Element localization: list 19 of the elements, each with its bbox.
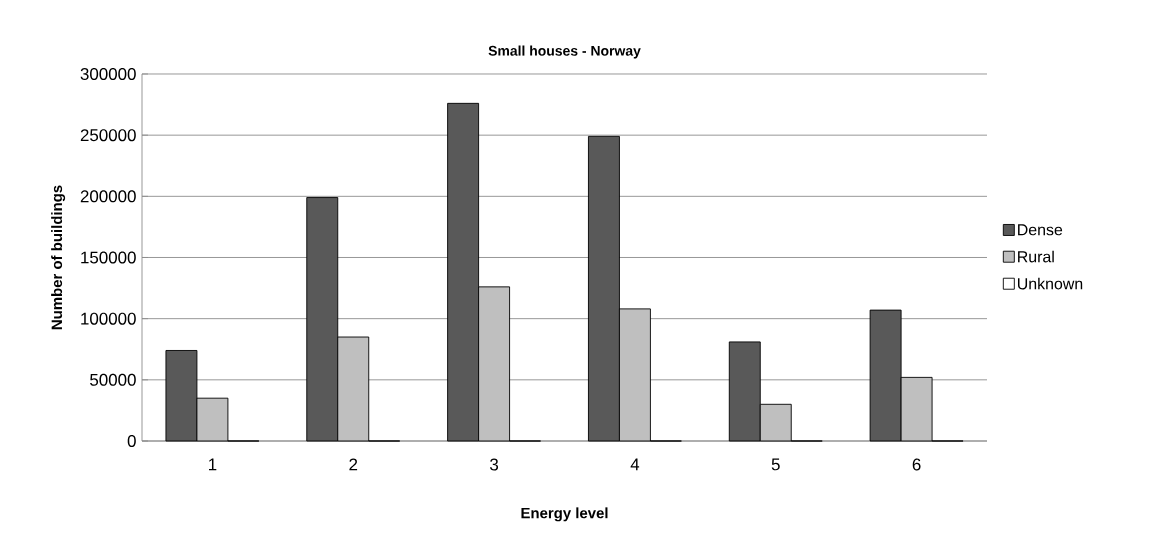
y-tick-label: 200000 — [80, 190, 136, 203]
x-tick-label: 6 — [912, 458, 921, 471]
y-tick-label: 250000 — [80, 129, 136, 142]
legend-label: Rural — [1018, 250, 1054, 263]
x-axis-title: Energy level — [521, 507, 608, 522]
y-tick-label: 0 — [127, 435, 136, 447]
legend-label: Unknown — [1017, 277, 1083, 290]
x-tick-label: 1 — [209, 458, 217, 471]
x-tick-label: 3 — [490, 458, 499, 471]
chart-title: Small houses - Norway — [488, 45, 641, 59]
y-tick-label: 100000 — [81, 312, 136, 325]
x-tick-label: 2 — [349, 458, 358, 471]
legend-label: Dense — [1018, 224, 1063, 236]
x-tick-label: 5 — [771, 458, 780, 471]
x-tick-label: 4 — [630, 458, 640, 471]
y-tick-label: 50000 — [90, 373, 136, 386]
y-axis-title: Number of buildings — [51, 185, 66, 330]
y-tick-label: 150000 — [81, 251, 136, 264]
y-tick-label: 300000 — [80, 68, 136, 80]
